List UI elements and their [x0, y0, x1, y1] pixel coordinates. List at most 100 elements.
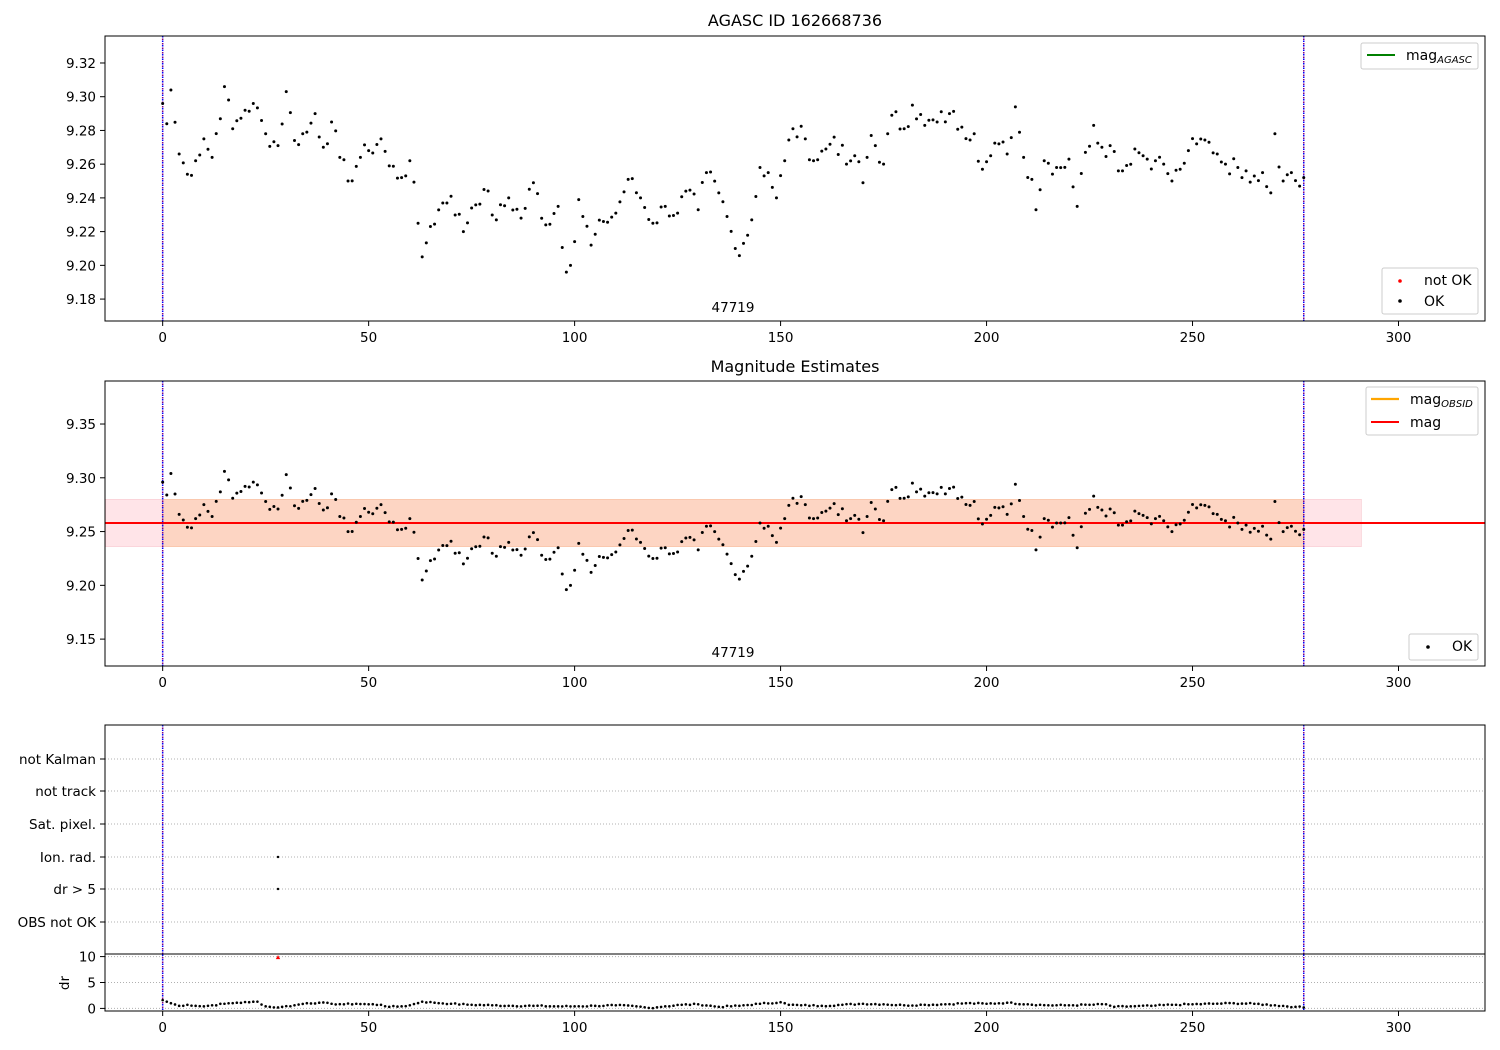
ok-point	[1042, 517, 1046, 521]
ok-point	[952, 109, 956, 113]
dr-point	[1150, 1004, 1153, 1008]
ok-point	[342, 516, 346, 520]
ok-point	[1158, 155, 1162, 159]
ok-point	[709, 170, 713, 174]
dr-point	[738, 1004, 741, 1008]
dr-point	[404, 1004, 408, 1008]
ok-point	[235, 491, 239, 495]
ok-point	[527, 187, 531, 191]
ok-point	[1100, 508, 1104, 512]
ok-point	[169, 88, 173, 92]
ok-point	[902, 127, 906, 131]
ok-point	[923, 123, 927, 127]
ok-point	[577, 198, 581, 202]
dr-point	[1178, 1003, 1182, 1007]
dr-point	[1203, 1002, 1207, 1005]
dr-point	[857, 1002, 861, 1006]
ok-point	[1063, 521, 1067, 525]
dr-point	[705, 1004, 708, 1007]
ok-point	[956, 497, 960, 501]
dr-point	[948, 1002, 951, 1006]
dr-point	[206, 1004, 210, 1008]
dr-point	[1137, 1004, 1141, 1008]
ok-point	[260, 491, 264, 495]
ok-point	[803, 503, 807, 507]
dr-point	[1108, 1004, 1112, 1007]
dr-point	[820, 1004, 824, 1008]
dr-point	[548, 1005, 552, 1008]
ok-point	[288, 111, 292, 115]
ok-point	[1013, 482, 1017, 486]
ok-point	[482, 187, 486, 191]
ok-point	[1013, 105, 1017, 109]
ok-point	[1096, 505, 1100, 509]
ok-point	[1302, 527, 1306, 531]
ok-point	[713, 530, 717, 534]
dr-point	[758, 1002, 762, 1006]
ok-point	[964, 503, 968, 507]
dr-point	[165, 1000, 169, 1003]
ok-point	[173, 492, 177, 496]
dr-tick-label: 5	[87, 976, 96, 992]
ok-point	[956, 127, 960, 131]
ok-point	[498, 545, 502, 549]
ok-point	[548, 222, 552, 226]
dr-tick-label: 10	[79, 950, 96, 966]
ok-point	[511, 208, 515, 212]
dr-point	[898, 1003, 902, 1007]
y-tick-label: 9.15	[66, 632, 96, 648]
dr-point	[771, 1002, 774, 1005]
ok-point	[1001, 505, 1005, 509]
ok-point	[1269, 191, 1273, 195]
dr-point	[890, 1003, 894, 1007]
ok-point	[1088, 144, 1092, 148]
dr-point	[803, 1003, 807, 1007]
flag-label: Sat. pixel.	[29, 817, 96, 833]
ok-point	[581, 215, 585, 219]
ok-point	[1191, 503, 1195, 507]
dr-point	[371, 1002, 375, 1006]
x-tick-label: 100	[562, 675, 588, 691]
ok-point	[466, 221, 470, 225]
ok-point	[799, 124, 803, 128]
dr-point	[668, 1005, 671, 1008]
dr-point	[280, 1005, 284, 1009]
ok-point	[659, 205, 663, 209]
dr-point	[256, 1000, 259, 1003]
dr-point	[264, 1005, 267, 1008]
ok-point	[960, 125, 964, 129]
ok-point	[663, 546, 667, 550]
ok-point	[531, 531, 535, 535]
dr-point	[795, 1003, 799, 1007]
ok-point	[552, 550, 556, 554]
legend-marker-ok	[1398, 299, 1402, 303]
ok-point	[1116, 169, 1120, 173]
dr-point	[816, 1004, 819, 1008]
ok-point	[1050, 525, 1054, 529]
ok-point	[754, 195, 758, 199]
dr-point	[713, 1005, 716, 1008]
ok-point	[478, 544, 482, 548]
ok-point	[1129, 519, 1133, 523]
dr-point	[1290, 1005, 1293, 1009]
ok-point	[976, 517, 980, 521]
ok-point	[437, 208, 441, 212]
dr-point	[540, 1004, 543, 1007]
ok-point	[1166, 172, 1170, 176]
ok-point	[985, 517, 989, 521]
dr-point	[692, 1002, 696, 1006]
ok-point	[770, 534, 774, 538]
dr-point	[1129, 1005, 1133, 1008]
ok-point	[354, 520, 358, 524]
dr-point	[960, 1002, 964, 1005]
dr-point	[635, 1005, 638, 1008]
ok-point	[280, 493, 284, 497]
ok-point	[610, 215, 614, 219]
panel-magnitude-estimates: Magnitude Estimates 47719 0 50 100 150 200 25…	[66, 357, 1486, 691]
ok-point	[218, 490, 222, 494]
ok-point	[1005, 512, 1009, 516]
ok-point	[630, 528, 634, 532]
ok-point	[194, 159, 198, 163]
ok-point	[523, 206, 527, 210]
dr-point	[1253, 1002, 1256, 1006]
